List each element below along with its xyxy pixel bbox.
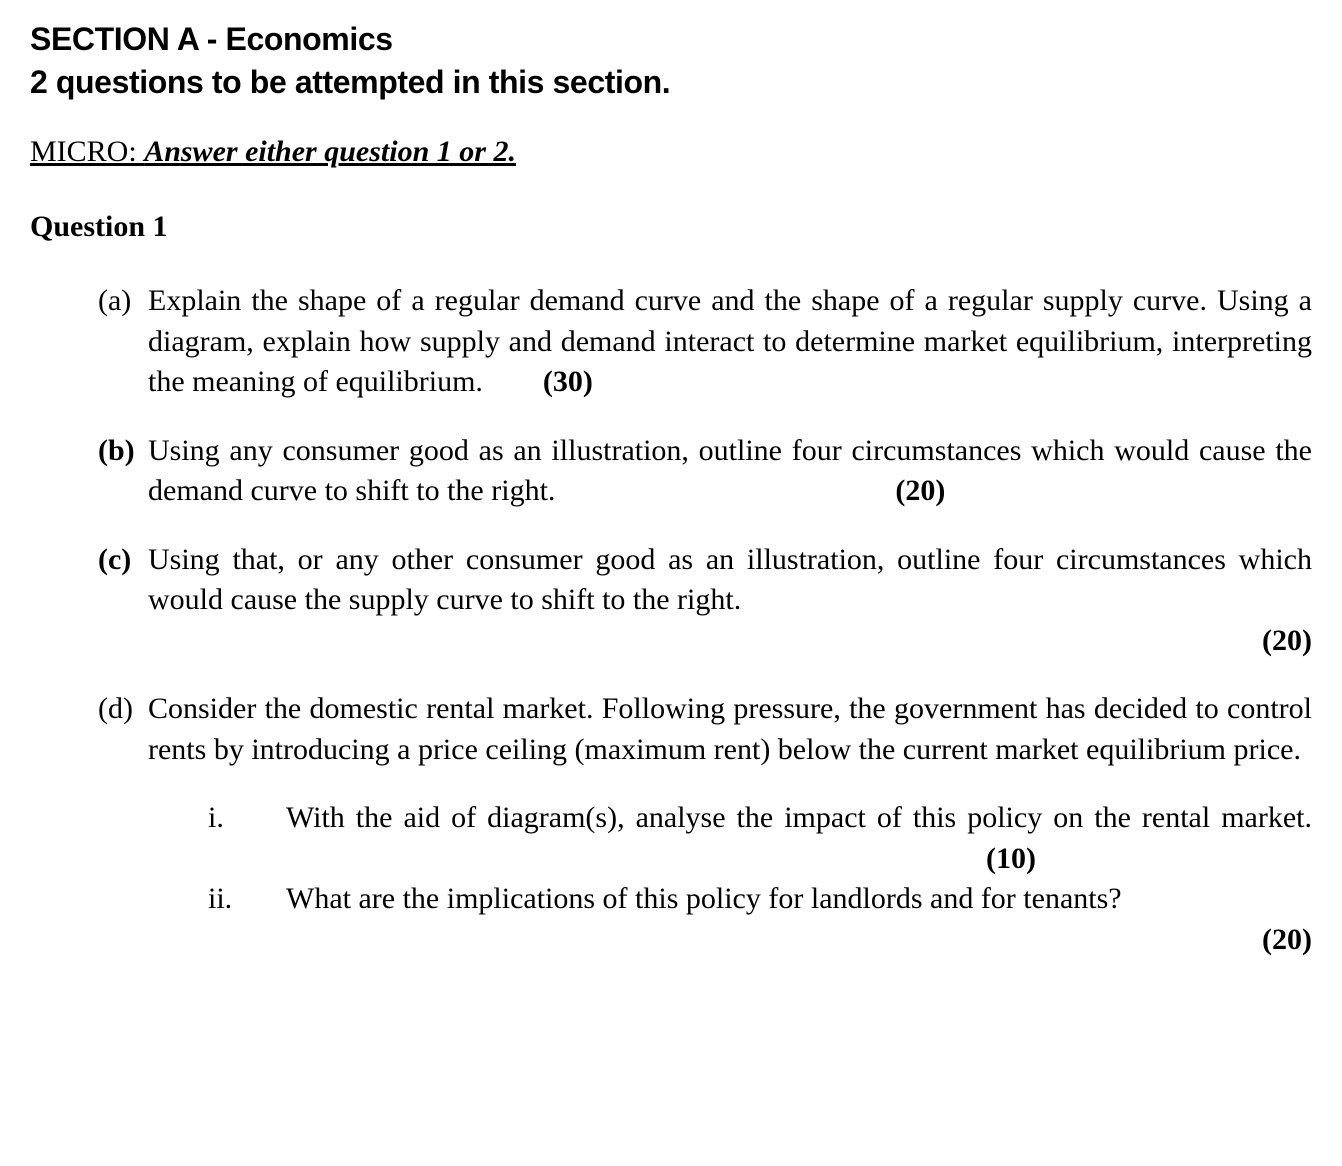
- part-b-text: Using any consumer good as an illustrati…: [148, 434, 1312, 508]
- part-d-subparts: i. With the aid of diagram(s), analyse t…: [208, 798, 1312, 960]
- part-d-intro: Consider the domestic rental market. Fol…: [148, 692, 1312, 766]
- part-a-label: (a): [98, 281, 148, 322]
- subpart-d-i-body: With the aid of diagram(s), analyse the …: [286, 798, 1312, 879]
- section-title-line1: SECTION A - Economics: [30, 18, 1312, 61]
- part-c-body: Using that, or any other consumer good a…: [148, 540, 1312, 662]
- part-a-body: Explain the shape of a regular demand cu…: [148, 281, 1312, 403]
- part-d-label: (d): [98, 689, 148, 730]
- part-a-text: Explain the shape of a regular demand cu…: [148, 284, 1312, 398]
- micro-prefix: MICRO:: [30, 135, 144, 168]
- section-title-line2: 2 questions to be attempted in this sect…: [30, 61, 1312, 104]
- part-b-label: (b): [98, 431, 148, 472]
- part-c-marks: (20): [148, 621, 1312, 662]
- question-1-label: Question 1: [30, 207, 1312, 248]
- subpart-d-ii-text: What are the implications of this policy…: [286, 882, 1122, 915]
- subpart-d-i: i. With the aid of diagram(s), analyse t…: [208, 798, 1312, 879]
- part-c: (c) Using that, or any other consumer go…: [98, 540, 1312, 662]
- part-d: (d) Consider the domestic rental market.…: [98, 689, 1312, 960]
- part-a-marks: (30): [543, 365, 593, 398]
- part-b: (b) Using any consumer good as an illust…: [98, 431, 1312, 512]
- micro-instruction: MICRO: Answer either question 1 or 2.: [30, 132, 1312, 173]
- subpart-d-ii: ii. What are the implications of this po…: [208, 879, 1312, 960]
- subpart-d-ii-label: ii.: [208, 879, 286, 920]
- subpart-d-i-label: i.: [208, 798, 286, 839]
- part-d-body: Consider the domestic rental market. Fol…: [148, 689, 1312, 960]
- micro-after-either: question 1 or 2.: [317, 135, 516, 168]
- part-c-text: Using that, or any other consumer good a…: [148, 543, 1312, 617]
- part-b-body: Using any consumer good as an illustrati…: [148, 431, 1312, 512]
- part-c-label: (c): [98, 540, 148, 581]
- question-1-parts: (a) Explain the shape of a regular deman…: [98, 281, 1312, 960]
- subpart-d-i-text: With the aid of diagram(s), analyse the …: [286, 801, 1312, 834]
- micro-either: either: [245, 135, 317, 168]
- subpart-d-ii-body: What are the implications of this policy…: [286, 879, 1312, 960]
- subpart-d-i-marks: (10): [986, 842, 1036, 875]
- subpart-d-ii-marks: (20): [286, 920, 1312, 961]
- part-b-marks: (20): [895, 474, 945, 507]
- micro-before-either: Answer: [144, 135, 245, 168]
- part-a: (a) Explain the shape of a regular deman…: [98, 281, 1312, 403]
